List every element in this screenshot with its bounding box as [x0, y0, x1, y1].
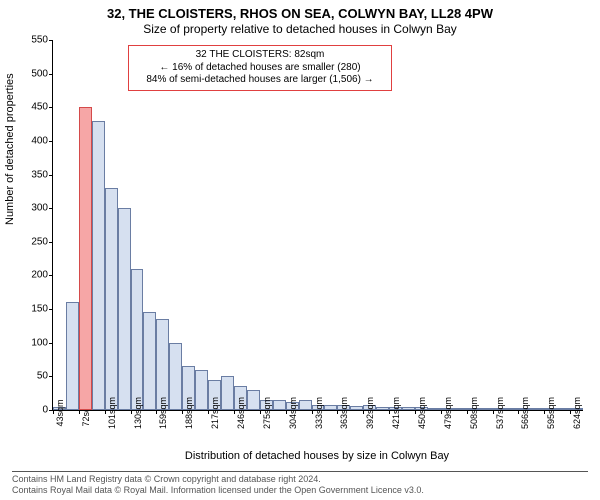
histogram-bar	[480, 408, 493, 410]
histogram-bar	[376, 407, 389, 410]
title-subtitle: Size of property relative to detached ho…	[0, 22, 600, 36]
xtick-label: 217sqm	[210, 397, 220, 429]
x-axis-label: Distribution of detached houses by size …	[52, 450, 582, 462]
histogram-bar	[273, 400, 286, 410]
xtick-label: 450sqm	[417, 397, 427, 429]
xtick-mark	[467, 410, 468, 414]
xtick-mark	[441, 410, 442, 414]
ytick-label: 350	[8, 169, 48, 180]
annotation-line2: ← 16% of detached houses are smaller (28…	[135, 62, 385, 75]
xtick-label: 421sqm	[391, 397, 401, 429]
ytick-label: 500	[8, 68, 48, 79]
ytick-label: 300	[8, 203, 48, 214]
xtick-label: 392sqm	[365, 397, 375, 429]
xtick-mark	[53, 410, 54, 414]
licence-footer: Contains HM Land Registry data © Crown c…	[12, 471, 588, 496]
xtick-mark	[286, 410, 287, 414]
ytick-label: 0	[8, 405, 48, 416]
ytick-label: 250	[8, 236, 48, 247]
ytick-mark	[49, 275, 53, 276]
xtick-mark	[234, 410, 235, 414]
xtick-label: 304sqm	[288, 397, 298, 429]
ytick-mark	[49, 141, 53, 142]
ytick-label: 200	[8, 270, 48, 281]
histogram-bar	[505, 408, 518, 410]
ytick-label: 550	[8, 35, 48, 46]
histogram-bar	[531, 408, 544, 410]
ytick-mark	[49, 208, 53, 209]
highlighted-property-bar	[79, 107, 92, 410]
xtick-label: 363sqm	[339, 397, 349, 429]
property-annotation-box: 32 THE CLOISTERS: 82sqm ← 16% of detache…	[128, 45, 392, 91]
histogram-bar	[247, 390, 260, 410]
xtick-mark	[131, 410, 132, 414]
ytick-mark	[49, 40, 53, 41]
xtick-mark	[105, 410, 106, 414]
title-address: 32, THE CLOISTERS, RHOS ON SEA, COLWYN B…	[0, 6, 600, 21]
xtick-label: 595sqm	[546, 397, 556, 429]
histogram-bar	[118, 208, 131, 410]
histogram-bar	[92, 121, 105, 410]
histogram-bar	[299, 400, 312, 410]
histogram-bar	[105, 188, 118, 410]
histogram-bar	[143, 312, 156, 410]
histogram-bar	[324, 405, 337, 410]
xtick-label: 479sqm	[443, 397, 453, 429]
xtick-mark	[79, 410, 80, 414]
histogram-bar	[454, 408, 467, 410]
ytick-mark	[49, 242, 53, 243]
xtick-label: 275sqm	[262, 397, 272, 429]
xtick-label: 566sqm	[520, 397, 530, 429]
xtick-mark	[260, 410, 261, 414]
xtick-label: 537sqm	[495, 397, 505, 429]
xtick-label: 188sqm	[184, 397, 194, 429]
ytick-mark	[49, 343, 53, 344]
histogram-bar	[350, 406, 363, 410]
histogram-bar	[402, 407, 415, 410]
histogram-bar	[221, 376, 234, 410]
xtick-mark	[493, 410, 494, 414]
xtick-mark	[415, 410, 416, 414]
xtick-label: 508sqm	[469, 397, 479, 429]
xtick-label: 130sqm	[133, 397, 143, 429]
ytick-mark	[49, 376, 53, 377]
ytick-label: 100	[8, 337, 48, 348]
histogram-bar	[195, 370, 208, 410]
histogram-bar	[131, 269, 144, 410]
ytick-mark	[49, 309, 53, 310]
histogram-plot: 32 THE CLOISTERS: 82sqm ← 16% of detache…	[52, 40, 583, 411]
xtick-mark	[389, 410, 390, 414]
ytick-mark	[49, 107, 53, 108]
xtick-label: 246sqm	[236, 397, 246, 429]
annotation-line3: 84% of semi-detached houses are larger (…	[135, 74, 385, 87]
xtick-label: 43sqm	[55, 399, 65, 426]
xtick-label: 624sqm	[572, 397, 582, 429]
ytick-label: 150	[8, 304, 48, 315]
ytick-label: 400	[8, 135, 48, 146]
ytick-mark	[49, 175, 53, 176]
xtick-mark	[208, 410, 209, 414]
xtick-mark	[570, 410, 571, 414]
xtick-label: 333sqm	[314, 397, 324, 429]
histogram-bar	[169, 343, 182, 410]
histogram-bar	[66, 302, 79, 410]
footer-line2: Contains Royal Mail data © Royal Mail. I…	[12, 485, 588, 496]
footer-line1: Contains HM Land Registry data © Crown c…	[12, 474, 588, 485]
ytick-label: 50	[8, 371, 48, 382]
xtick-mark	[312, 410, 313, 414]
histogram-bar	[557, 408, 570, 410]
xtick-label: 159sqm	[158, 397, 168, 429]
annotation-line1: 32 THE CLOISTERS: 82sqm	[135, 49, 385, 62]
histogram-bar	[428, 408, 441, 410]
xtick-label: 101sqm	[107, 397, 117, 429]
ytick-label: 450	[8, 102, 48, 113]
ytick-mark	[49, 74, 53, 75]
